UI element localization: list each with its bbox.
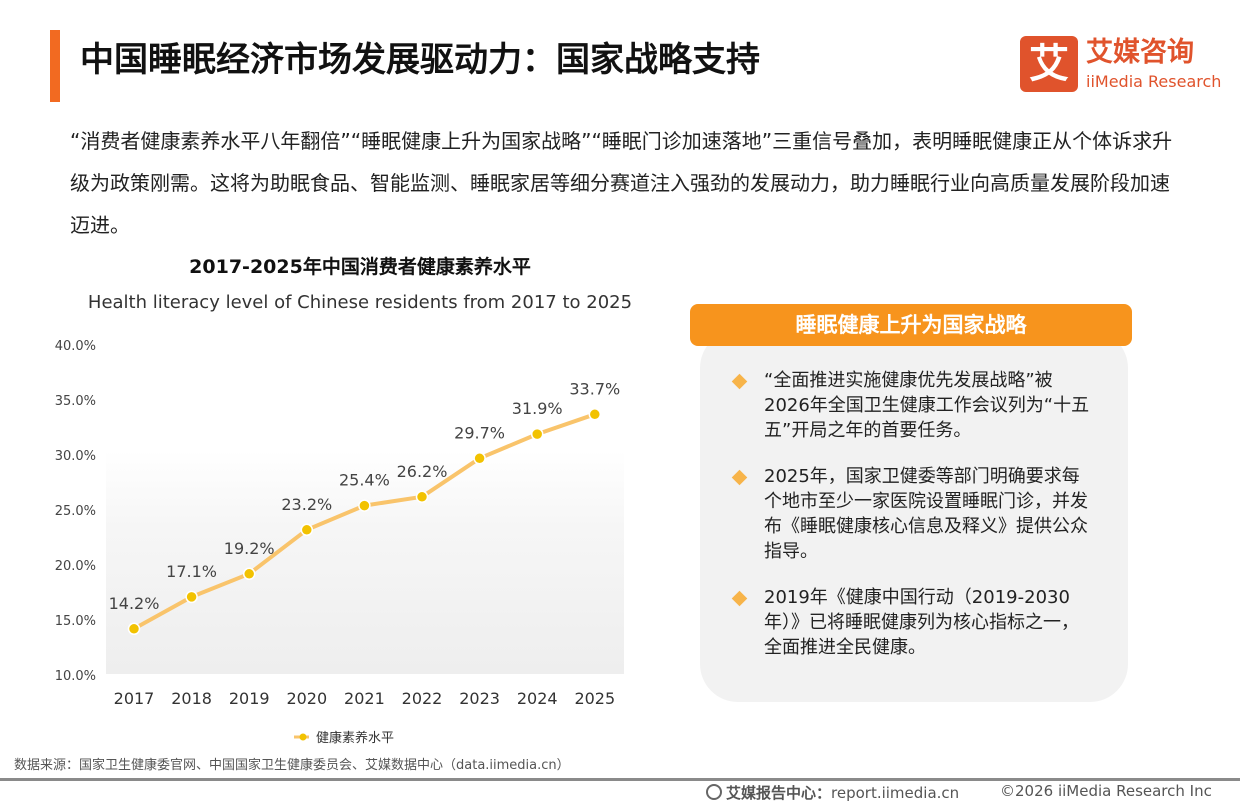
bullet-item: “全面推进实施健康优先发展战略”被2026年全国卫生健康工作会议列为“十五五”开…	[730, 368, 1090, 443]
y-tick-label: 20.0%	[55, 559, 96, 574]
chart-subtitle: Health literacy level of Chinese residen…	[87, 292, 633, 313]
plot-area-background	[106, 450, 624, 674]
data-label: 31.9%	[512, 399, 563, 418]
y-tick-label: 10.0%	[55, 669, 96, 684]
report-center-link[interactable]: report.iimedia.cn	[831, 784, 960, 802]
y-tick-label: 35.0%	[55, 394, 96, 409]
x-tick-label: 2018	[171, 689, 212, 708]
legend-marker	[299, 733, 307, 741]
y-tick-label: 25.0%	[55, 504, 96, 519]
diamond-bullet-icon	[731, 469, 748, 486]
x-tick-label: 2022	[402, 689, 443, 708]
health-literacy-line-chart: 10.0% 15.0% 20.0% 25.0% 30.0% 35.0% 40.0% 2017…	[55, 339, 624, 746]
iimedia-logo: 艾 艾媒咨询 iiMedia Research	[1020, 36, 1222, 96]
data-label: 14.2%	[109, 594, 160, 613]
data-point	[473, 452, 486, 465]
chart-legend: 健康素养水平	[294, 730, 394, 746]
data-label: 17.1%	[166, 562, 217, 581]
data-label: 23.2%	[281, 495, 332, 514]
bullet-text: 2025年，国家卫健委等部门明确要求每个地市至少一家医院设置睡眠门诊，并发布《睡…	[764, 466, 1088, 562]
intro-paragraph: “消费者健康素养水平八年翻倍”“睡眠健康上升为国家战略”“睡眠门诊加速落地”三重…	[70, 129, 1173, 237]
x-tick-label: 2019	[229, 689, 270, 708]
logo-english-name: iiMedia Research	[1086, 72, 1222, 91]
footer-copyright: ©2026 iiMedia Research Inc	[1000, 782, 1212, 800]
x-tick-label: 2024	[517, 689, 558, 708]
data-point	[242, 567, 256, 581]
y-tick-label: 15.0%	[55, 614, 96, 629]
data-label: 26.2%	[397, 462, 448, 481]
footer-divider	[0, 778, 1240, 781]
globe-icon	[706, 784, 722, 800]
y-tick-label: 30.0%	[55, 449, 96, 464]
data-point	[127, 622, 141, 636]
data-point	[415, 490, 429, 504]
x-tick-label: 2020	[286, 689, 327, 708]
data-point	[588, 408, 602, 421]
y-tick-label: 40.0%	[55, 339, 96, 354]
footer-report-center: 艾媒报告中心：report.iimedia.cn	[706, 782, 959, 803]
x-tick-label: 2017	[114, 689, 155, 708]
data-point	[185, 590, 198, 604]
logo-chinese-name: 艾媒咨询	[1086, 37, 1194, 68]
logo-mark: 艾	[1020, 36, 1078, 92]
x-tick-label: 2023	[459, 689, 500, 708]
bullet-text: 2019年《健康中国行动（2019-2030年）》已将睡眠健康列为核心指标之一，…	[764, 587, 1079, 658]
strategy-panel-header: 睡眠健康上升为国家战略	[690, 304, 1132, 346]
title-accent-bar	[50, 30, 60, 102]
x-tick-label: 2025	[574, 689, 615, 708]
legend-label: 健康素养水平	[316, 730, 394, 746]
bullet-item: 2025年，国家卫健委等部门明确要求每个地市至少一家医院设置睡眠门诊，并发布《睡…	[730, 464, 1090, 564]
diamond-bullet-icon	[731, 373, 748, 390]
strategy-bullet-list: “全面推进实施健康优先发展战略”被2026年全国卫生健康工作会议列为“十五五”开…	[730, 368, 1090, 681]
bullet-item: 2019年《健康中国行动（2019-2030年）》已将睡眠健康列为核心指标之一，…	[730, 585, 1090, 660]
diamond-bullet-icon	[731, 590, 748, 607]
data-label: 29.7%	[454, 423, 505, 442]
data-label: 33.7%	[569, 379, 620, 398]
page-title: 中国睡眠经济市场发展驱动力：国家战略支持	[80, 40, 760, 80]
data-label: 19.2%	[224, 539, 275, 558]
x-tick-label: 2021	[344, 689, 385, 708]
data-label: 25.4%	[339, 471, 390, 490]
report-center-label: 艾媒报告中心：	[726, 784, 832, 802]
bullet-text: “全面推进实施健康优先发展战略”被2026年全国卫生健康工作会议列为“十五五”开…	[764, 370, 1090, 441]
data-point	[530, 427, 544, 441]
data-point	[358, 499, 371, 512]
chart-title: 2017-2025年中国消费者健康素养水平	[189, 256, 531, 278]
strategy-panel	[700, 330, 1128, 702]
data-source-note: 数据来源：国家卫生健康委官网、中国国家卫生健康委员会、艾媒数据中心（data.i…	[14, 758, 570, 773]
data-point	[300, 523, 314, 537]
